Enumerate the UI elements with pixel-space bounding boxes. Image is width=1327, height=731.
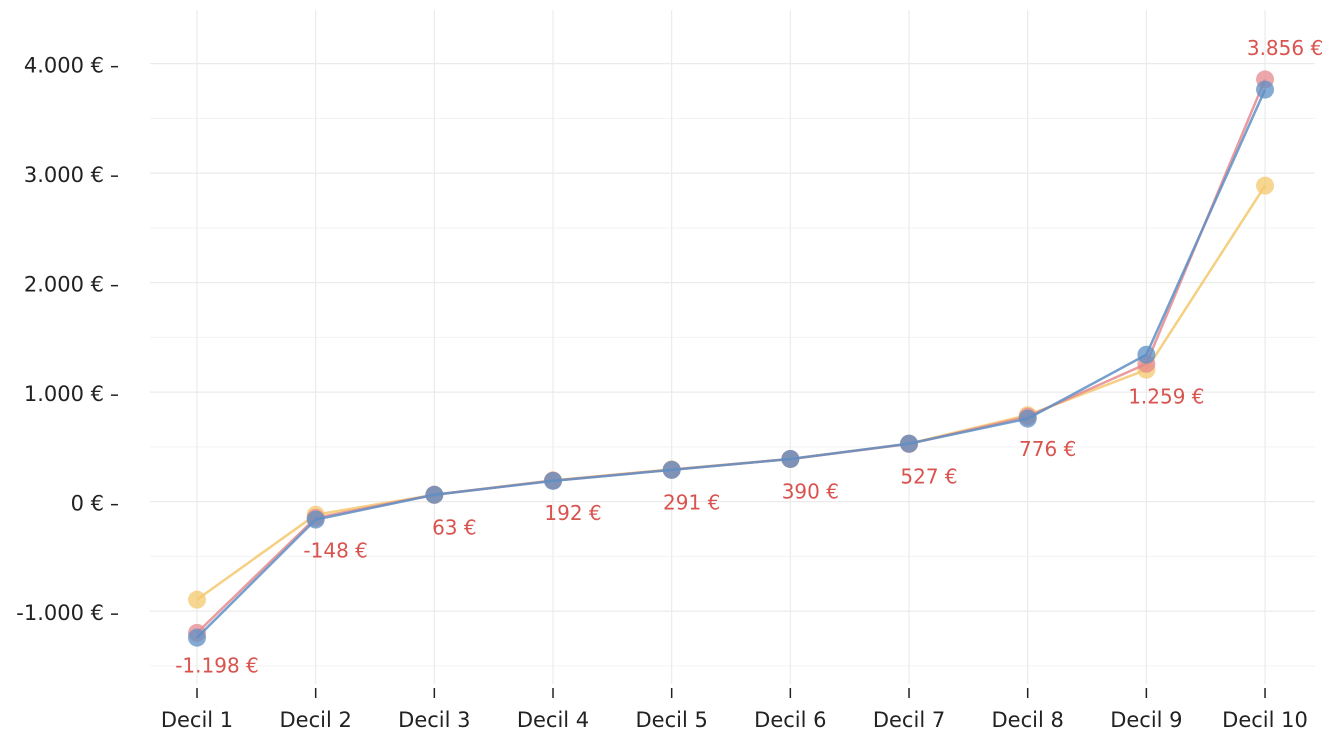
data-label: 1.259 €	[1128, 384, 1204, 408]
y-tick-label: 4.000 €	[24, 54, 104, 78]
series-point	[1137, 345, 1156, 364]
x-tick-label: Decil 3	[398, 708, 470, 731]
y-tick-label: -1.000 €	[16, 601, 104, 625]
data-label: 63 €	[432, 515, 477, 539]
x-tick-label: Decil 7	[873, 708, 945, 731]
y-tick-label: 1.000 €	[24, 382, 104, 406]
series-point	[544, 471, 563, 490]
x-tick-label: Decil 2	[279, 708, 351, 731]
data-label: -148 €	[303, 538, 367, 562]
x-tick-label: Decil 10	[1222, 708, 1308, 731]
y-tick-label: 0 €	[71, 492, 104, 516]
y-tick-label: 3.000 €	[24, 163, 104, 187]
series-point	[1256, 176, 1275, 195]
data-label: 3.856 €	[1247, 36, 1323, 60]
series-point	[188, 628, 206, 647]
y-tick-label: 2.000 €	[24, 273, 104, 297]
series-line	[196, 89, 1267, 639]
series-point	[425, 485, 444, 504]
x-tick-label: Decil 8	[992, 708, 1064, 731]
x-tick-label: Decil 6	[754, 708, 826, 731]
series-point	[1018, 409, 1037, 428]
x-tick-label: Decil 5	[636, 708, 708, 731]
series-point	[662, 460, 681, 479]
series-point	[900, 434, 919, 453]
data-label: 192 €	[544, 501, 601, 525]
x-tick-label: Decil 9	[1110, 708, 1182, 731]
series-point	[188, 590, 206, 609]
series-point	[781, 449, 800, 468]
data-label: 390 €	[782, 479, 839, 503]
data-label: 291 €	[663, 490, 720, 514]
data-label: -1.198 €	[175, 653, 259, 677]
data-label: 776 €	[1019, 437, 1076, 461]
series-point	[1256, 80, 1275, 99]
x-tick-label: Decil 4	[517, 708, 589, 731]
data-label: 527 €	[900, 464, 957, 488]
x-tick-label: Decil 1	[161, 708, 233, 731]
series-point	[306, 510, 325, 529]
